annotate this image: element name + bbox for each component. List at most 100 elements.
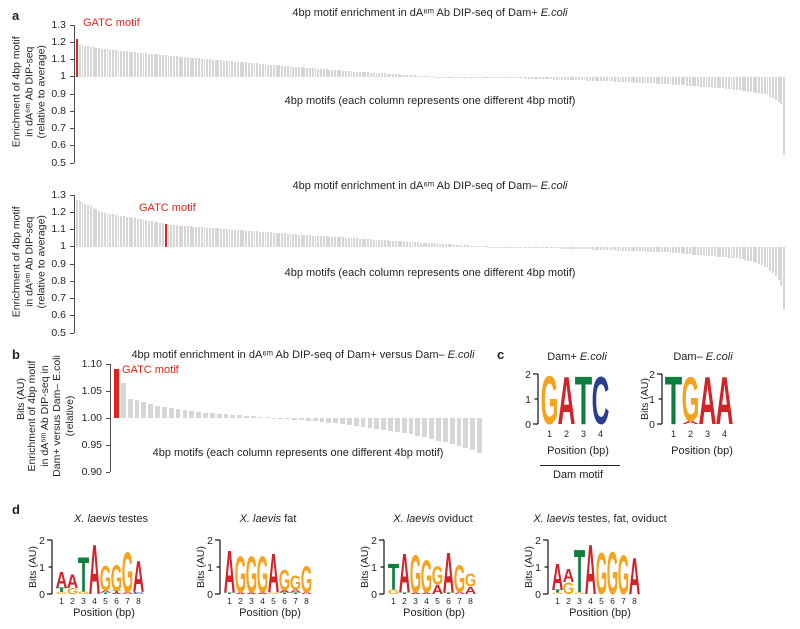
bar [522, 76, 525, 79]
bar [497, 76, 500, 78]
bar [622, 246, 625, 251]
bar [536, 76, 539, 79]
bar [308, 235, 311, 247]
bar [577, 246, 580, 249]
bar [267, 232, 270, 247]
gatc-motif-annotation: GATC motif [139, 202, 196, 214]
bar [286, 66, 289, 77]
bar [214, 228, 217, 247]
bar [120, 50, 123, 77]
bar [688, 246, 691, 255]
bar [89, 206, 92, 247]
bar [247, 230, 250, 247]
bar [483, 246, 486, 247]
bar [184, 57, 187, 77]
bar [189, 226, 192, 247]
bar [345, 70, 347, 77]
bar [325, 236, 328, 247]
bar [652, 246, 655, 252]
bar [627, 246, 630, 251]
bar [394, 418, 400, 433]
bar [145, 220, 148, 247]
bar [411, 242, 414, 247]
logo-title-testes: X. laevis testes [1, 513, 221, 525]
bar [713, 246, 716, 257]
bar [761, 76, 763, 94]
bar [558, 246, 561, 249]
bar [92, 207, 95, 247]
bar [688, 76, 691, 86]
bar [134, 218, 137, 247]
y-axis [74, 195, 76, 333]
bar [328, 236, 331, 247]
bar [417, 242, 420, 247]
bar [697, 76, 700, 87]
bar [289, 66, 292, 77]
bar [206, 227, 209, 247]
bar [117, 50, 120, 77]
bar [358, 71, 361, 77]
bar [530, 246, 533, 248]
bar [350, 71, 353, 77]
bar [480, 246, 483, 247]
y-tick-label: 1.2 [51, 205, 66, 218]
bar [658, 246, 661, 253]
bar [594, 246, 597, 250]
bar [137, 218, 139, 247]
bar [415, 418, 421, 436]
bar [397, 241, 400, 247]
bar [114, 50, 117, 77]
bar [422, 242, 425, 247]
bar [95, 47, 98, 77]
bar [716, 246, 719, 257]
bar [647, 76, 650, 84]
bar [755, 76, 758, 93]
bar [164, 55, 167, 77]
bar [763, 246, 766, 267]
bar [114, 215, 117, 247]
bar [141, 401, 147, 418]
logo-title-species: X. laevis [239, 513, 282, 525]
bar [286, 233, 289, 247]
y-tick [70, 315, 74, 317]
bar [580, 246, 583, 250]
bar [683, 76, 686, 86]
bar [339, 237, 342, 247]
bar [305, 418, 311, 421]
bar [486, 76, 489, 78]
position-axis-label: Position (bp) [239, 607, 301, 619]
bar [314, 68, 317, 77]
bar [333, 236, 336, 247]
bar [697, 246, 700, 256]
bar [403, 241, 406, 247]
bar [350, 238, 353, 247]
x-axis-label-ratio: 4bp motifs (each column represents one d… [152, 447, 444, 459]
bar [480, 76, 483, 78]
bar [508, 76, 511, 79]
bar [181, 56, 184, 77]
bar [234, 61, 236, 77]
chart-title-dam-plus: 4bp motif enrichment in dA⁶ᵐ Ab DIP-seq … [80, 7, 780, 19]
bar [319, 418, 325, 423]
panel-label-c: c [497, 347, 505, 362]
bar [326, 418, 332, 423]
bar [381, 73, 383, 77]
bar [766, 246, 769, 269]
bar [547, 246, 550, 249]
bar [278, 65, 281, 77]
bar [580, 76, 583, 81]
bar [492, 76, 494, 78]
bar [245, 230, 248, 247]
bar [680, 246, 683, 254]
y-tick-label: 1.10 [81, 357, 102, 370]
bar [622, 76, 625, 83]
panel-label-d: d [12, 502, 20, 517]
bar [128, 217, 131, 247]
bar [616, 246, 619, 251]
bar [639, 246, 641, 252]
bar [741, 76, 744, 91]
y-tick-label: 0.5 [51, 156, 66, 169]
bar [597, 246, 600, 250]
bar [333, 70, 336, 77]
bar [192, 57, 195, 77]
